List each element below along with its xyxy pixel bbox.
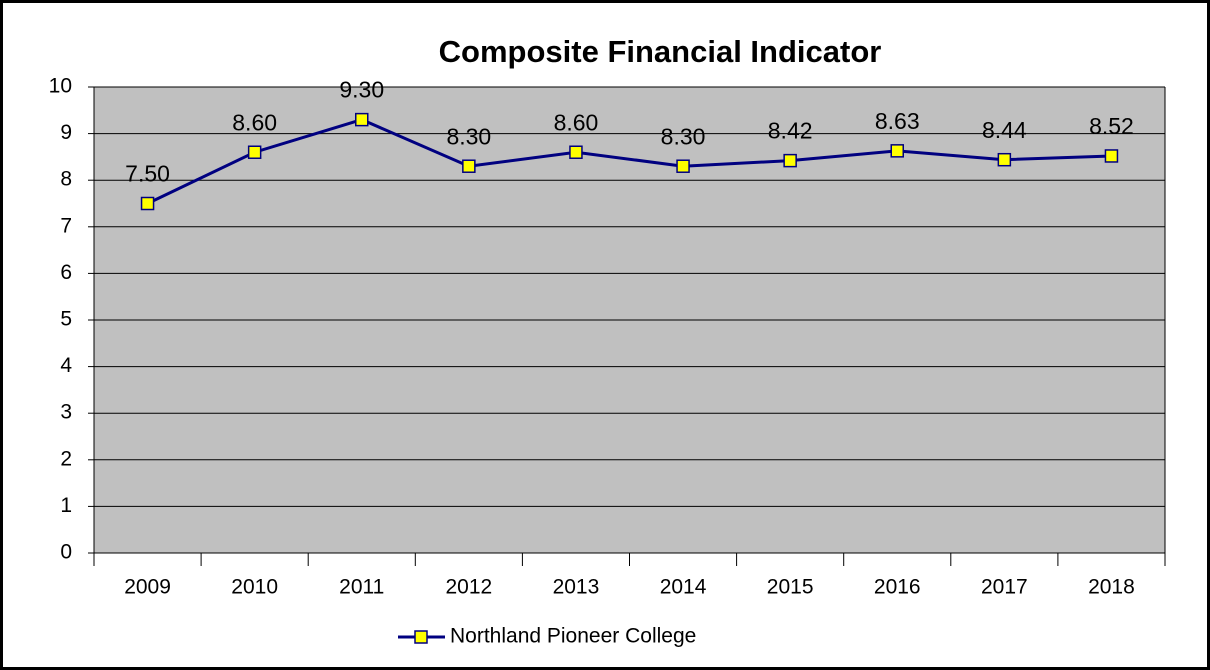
data-label: 8.52 xyxy=(1089,113,1134,139)
y-tick-label: 10 xyxy=(49,75,72,98)
y-tick-label: 6 xyxy=(60,261,72,284)
y-tick-label: 4 xyxy=(60,354,72,377)
y-tick-label: 7 xyxy=(60,214,72,237)
legend-marker xyxy=(414,630,428,644)
x-tick-label: 2011 xyxy=(339,576,384,599)
marker xyxy=(676,159,690,173)
y-tick-label: 0 xyxy=(60,541,72,564)
x-tick-label: 2015 xyxy=(767,576,814,599)
x-tick-label: 2010 xyxy=(231,576,278,599)
y-tick-label: 9 xyxy=(60,121,72,144)
marker xyxy=(140,196,155,211)
data-label: 8.30 xyxy=(446,123,491,149)
series-line xyxy=(146,118,1112,205)
marker xyxy=(997,152,1012,167)
data-label: 8.44 xyxy=(982,117,1027,143)
marker xyxy=(247,145,262,159)
data-label: 8.60 xyxy=(232,109,277,135)
y-tick-label: 3 xyxy=(60,401,72,424)
data-label: 8.63 xyxy=(875,108,920,134)
marker xyxy=(783,153,797,168)
x-tick-label: 2018 xyxy=(1088,576,1135,599)
marker xyxy=(355,112,369,127)
x-tick-label: 2009 xyxy=(124,576,171,599)
x-tick-label: 2016 xyxy=(874,576,921,599)
marker xyxy=(890,144,904,158)
y-tick-label: 2 xyxy=(60,447,72,470)
x-tick-label: 2014 xyxy=(660,576,707,599)
data-label: 8.60 xyxy=(554,109,599,135)
marker xyxy=(462,159,476,173)
marker xyxy=(1104,149,1119,163)
y-tick-label: 8 xyxy=(60,168,72,191)
y-tick-label: 1 xyxy=(60,494,72,517)
data-label: 9.30 xyxy=(339,77,384,103)
x-tick-label: 2012 xyxy=(445,576,492,599)
data-label: 7.50 xyxy=(125,161,170,187)
marker xyxy=(569,145,583,159)
x-tick-label: 2013 xyxy=(553,576,600,599)
y-tick-label: 5 xyxy=(60,308,72,331)
data-label: 8.42 xyxy=(768,118,813,144)
legend-label: Northland Pioneer College xyxy=(450,625,696,648)
chart-title: Composite Financial Indicator xyxy=(439,34,882,69)
x-tick-label: 2017 xyxy=(981,576,1028,599)
data-label: 8.30 xyxy=(661,123,706,149)
